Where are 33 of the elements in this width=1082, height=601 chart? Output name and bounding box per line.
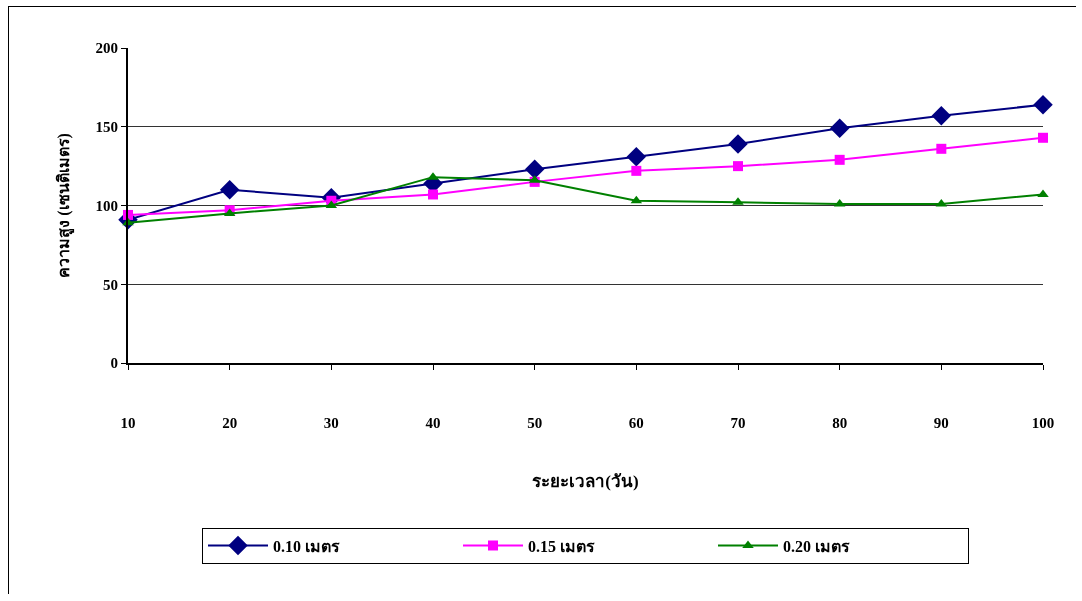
x-tick-label: 30 <box>323 415 339 431</box>
y-tick-label: 150 <box>95 119 118 135</box>
legend-label: 0.15 เมตร <box>528 537 595 555</box>
x-tick-label: 70 <box>730 415 746 431</box>
point <box>834 154 845 165</box>
x-tick-label: 20 <box>222 415 238 431</box>
point <box>936 143 947 154</box>
point <box>728 134 748 154</box>
x-tick-label: 10 <box>120 415 136 431</box>
point <box>1038 132 1048 143</box>
point <box>428 189 438 200</box>
point <box>931 105 952 126</box>
y-tick-label: 200 <box>95 40 118 57</box>
x-tick-label: 40 <box>425 415 441 431</box>
point <box>631 165 642 176</box>
y-tick-label: 100 <box>95 197 118 214</box>
x-axis-title: ระยะเวลา(วัน) <box>532 471 639 491</box>
point <box>219 180 240 200</box>
x-tick-label: 80 <box>832 415 848 431</box>
point <box>524 159 545 180</box>
y-tick-label: 0 <box>110 355 118 372</box>
y-tick-label: 50 <box>103 276 118 293</box>
x-tick-label: 90 <box>933 415 949 431</box>
point <box>829 118 850 139</box>
y-axis-title: ความสูง (เซนติเมตร) <box>54 133 75 278</box>
x-tick-label: 100 <box>1031 415 1055 431</box>
point <box>626 146 647 167</box>
point <box>1033 94 1053 115</box>
legend-label: 0.20 เมตร <box>783 537 850 555</box>
legend-label: 0.10 เมตร <box>273 537 340 555</box>
x-tick-label: 60 <box>628 415 644 431</box>
x-tick-label: 50 <box>527 415 543 431</box>
point <box>733 161 743 172</box>
